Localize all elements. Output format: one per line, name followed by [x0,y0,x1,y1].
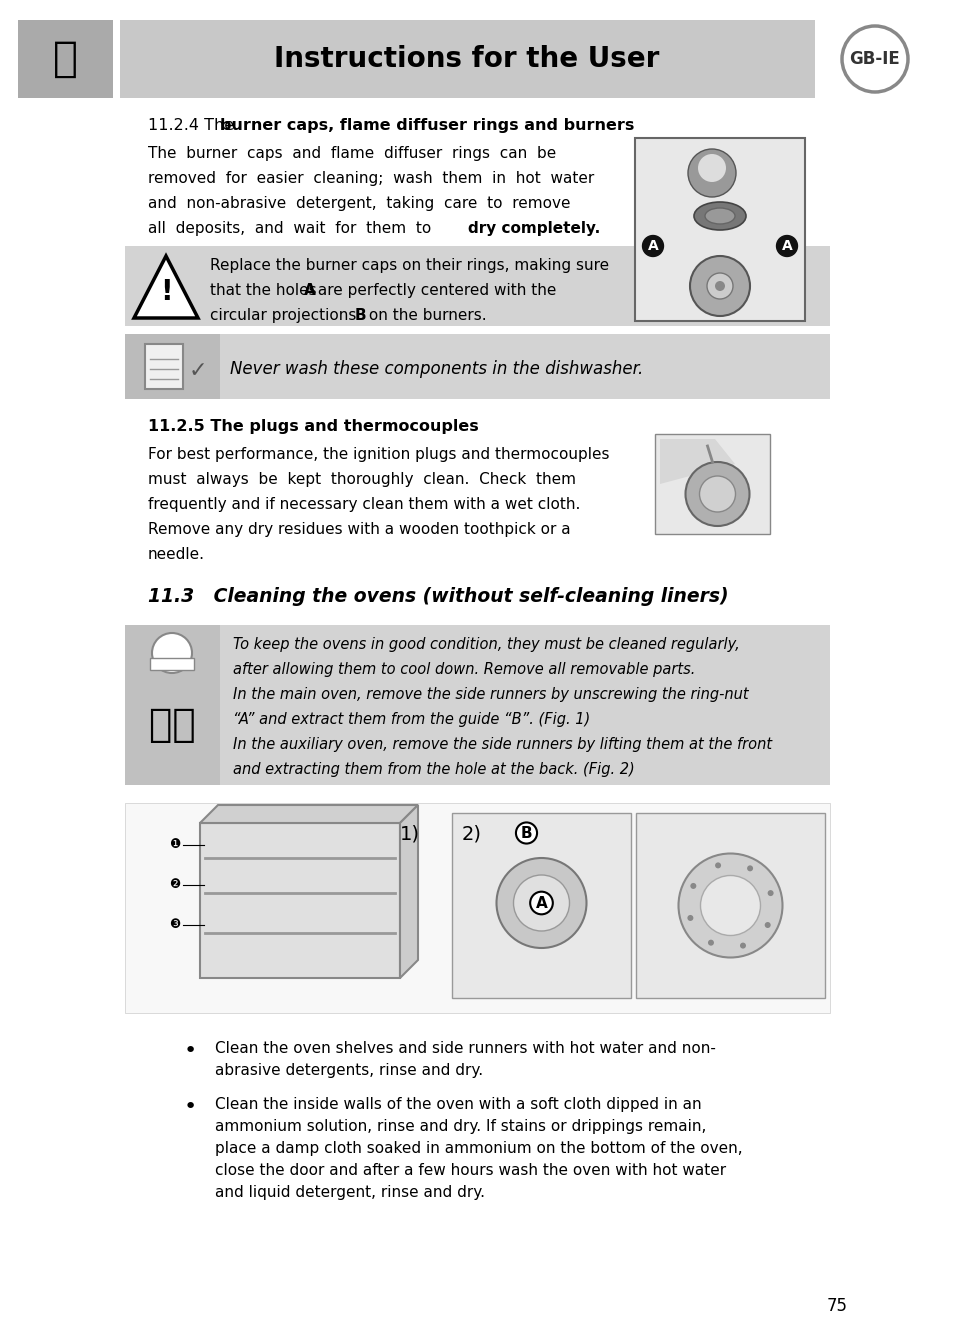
Bar [125,625,220,786]
Circle shape [152,633,192,673]
Text: burner caps, flame diffuser rings and burners: burner caps, flame diffuser rings and bu… [220,118,634,134]
Text: frequently and if necessary clean them with a wet cloth.: frequently and if necessary clean them w… [148,497,579,512]
Circle shape [706,273,732,299]
Text: 11.3   Cleaning the ovens (without self-cleaning liners): 11.3 Cleaning the ovens (without self-cl… [148,587,728,607]
Text: Never wash these components in the dishwasher.: Never wash these components in the dishw… [230,359,642,378]
Text: In the main oven, remove the side runners by unscrewing the ring-nut: In the main oven, remove the side runner… [233,687,748,701]
Text: “A” and extract them from the guide “B”. (Fig. 1): “A” and extract them from the guide “B”.… [233,712,590,727]
Text: and liquid detergent, rinse and dry.: and liquid detergent, rinse and dry. [214,1185,484,1200]
Text: !: ! [159,278,172,306]
Polygon shape [659,440,734,484]
Ellipse shape [704,208,734,224]
Circle shape [764,922,770,929]
Circle shape [746,866,752,871]
Text: and  non-abrasive  detergent,  taking  care  to  remove: and non-abrasive detergent, taking care … [148,196,570,211]
Circle shape [690,883,696,888]
Text: B: B [355,309,366,323]
Text: Instructions for the User: Instructions for the User [274,45,659,73]
Text: 11.2.5 The plugs and thermocouples: 11.2.5 The plugs and thermocouples [148,420,478,434]
Text: A: A [535,895,547,911]
Text: 1): 1) [399,826,419,844]
Text: A: A [304,283,315,298]
Bar [120,20,814,98]
Text: ❸: ❸ [170,919,180,931]
Bar [125,803,829,1013]
Circle shape [740,943,745,949]
Text: must  always  be  kept  thoroughly  clean.  Check  them: must always be kept thoroughly clean. Ch… [148,472,576,488]
Text: that the holes: that the holes [210,283,321,298]
Text: In the auxiliary oven, remove the side runners by lifting them at the front: In the auxiliary oven, remove the side r… [233,737,771,752]
Text: For best performance, the ignition plugs and thermocouples: For best performance, the ignition plugs… [148,448,609,462]
Text: after allowing them to cool down. Remove all removable parts.: after allowing them to cool down. Remove… [233,663,695,677]
Text: •: • [183,1097,196,1117]
Circle shape [687,150,735,196]
Text: needle.: needle. [148,546,205,562]
Circle shape [513,875,569,931]
Circle shape [707,939,713,946]
Polygon shape [399,806,417,978]
Text: removed  for  easier  cleaning;  wash  them  in  hot  water: removed for easier cleaning; wash them i… [148,171,594,186]
Bar [145,343,183,389]
Bar [18,20,112,98]
Text: on the burners.: on the burners. [364,309,486,323]
Polygon shape [133,257,198,318]
Text: Clean the inside walls of the oven with a soft cloth dipped in an: Clean the inside walls of the oven with … [214,1097,700,1112]
Circle shape [496,858,586,949]
Text: 2): 2) [461,826,481,844]
Text: B: B [520,826,532,840]
Text: and extracting them from the hole at the back. (Fig. 2): and extracting them from the hole at the… [233,762,634,778]
Text: circular projections: circular projections [210,309,361,323]
Bar [125,246,829,326]
Text: Remove any dry residues with a wooden toothpick or a: Remove any dry residues with a wooden to… [148,522,570,537]
Bar [655,434,769,534]
Text: ✓: ✓ [189,362,208,382]
Text: place a damp cloth soaked in ammonium on the bottom of the oven,: place a damp cloth soaked in ammonium on… [214,1141,741,1156]
Circle shape [715,862,720,868]
Polygon shape [200,806,417,823]
Bar [636,814,824,998]
Circle shape [714,281,724,291]
Circle shape [678,854,781,958]
Text: ❶: ❶ [170,839,180,851]
Text: 11.2.4 The: 11.2.4 The [148,118,239,134]
Text: ammonium solution, rinse and dry. If stains or drippings remain,: ammonium solution, rinse and dry. If sta… [214,1120,705,1134]
Text: The  burner  caps  and  flame  diffuser  rings  can  be: The burner caps and flame diffuser rings… [148,146,556,162]
Bar [635,138,804,321]
Text: Replace the burner caps on their rings, making sure: Replace the burner caps on their rings, … [210,258,608,273]
Text: close the door and after a few hours wash the oven with hot water: close the door and after a few hours was… [214,1164,725,1178]
Text: To keep the ovens in good condition, they must be cleaned regularly,: To keep the ovens in good condition, the… [233,637,739,652]
Text: A: A [647,239,658,253]
Bar [150,659,193,669]
Text: dry completely.: dry completely. [468,220,599,236]
Text: 👨‍🍳: 👨‍🍳 [149,705,195,744]
Circle shape [685,462,749,526]
Circle shape [841,25,907,92]
Text: 🍳: 🍳 [52,37,77,80]
Circle shape [767,890,773,896]
Circle shape [698,154,725,182]
Circle shape [700,875,760,935]
Circle shape [699,476,735,512]
Text: all  deposits,  and  wait  for  them  to: all deposits, and wait for them to [148,220,440,236]
Text: A: A [781,239,792,253]
Circle shape [689,257,749,317]
Ellipse shape [693,202,745,230]
Text: 75: 75 [826,1297,847,1315]
Bar [125,334,829,399]
Text: Clean the oven shelves and side runners with hot water and non-: Clean the oven shelves and side runners … [214,1041,715,1055]
Text: ❷: ❷ [170,879,180,891]
Text: abrasive detergents, rinse and dry.: abrasive detergents, rinse and dry. [214,1063,482,1078]
Bar [125,625,829,786]
Bar [200,823,399,978]
Bar [452,814,630,998]
Bar [125,334,220,399]
Text: GB-IE: GB-IE [849,49,900,68]
Text: are perfectly centered with the: are perfectly centered with the [313,283,556,298]
Text: •: • [183,1041,196,1061]
Circle shape [687,915,693,921]
